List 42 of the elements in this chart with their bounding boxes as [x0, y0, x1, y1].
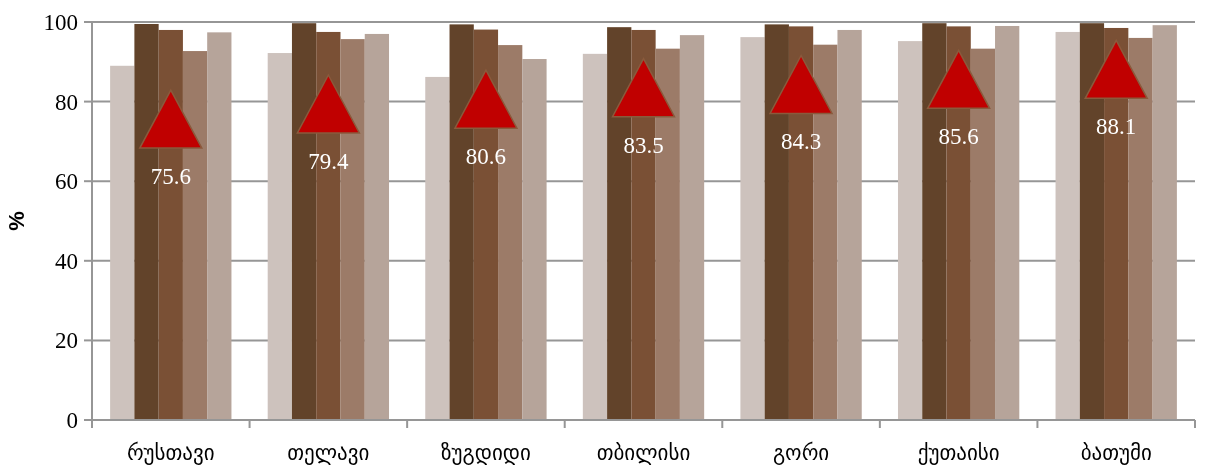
data-label: 80.6 [465, 144, 507, 170]
bar [679, 35, 705, 420]
data-label: 83.5 [623, 132, 664, 158]
x-tick-label: რუსთავი [126, 441, 215, 465]
data-label: 75.6 [150, 164, 191, 190]
x-tick-label: ქუთაისი [917, 441, 1000, 465]
bar [425, 76, 450, 420]
point [139, 89, 203, 149]
point [926, 49, 991, 110]
x-tick-label: გორი [772, 441, 830, 465]
point [1084, 39, 1148, 100]
bar [110, 65, 135, 420]
bar [995, 25, 1020, 420]
y-tick-label: 100 [43, 10, 78, 36]
bar [1055, 31, 1080, 420]
y-tick-label: 40 [55, 248, 78, 274]
bar [897, 41, 923, 420]
x-tick-label: თელავი [287, 441, 370, 465]
x-tick-label: ზუგდიდი [441, 441, 531, 465]
bar [1152, 25, 1177, 420]
y-tick-label: 60 [55, 169, 78, 195]
x-tick-label: ბათუმი [1080, 441, 1152, 465]
bar [364, 33, 390, 420]
data-label: 79.4 [308, 148, 349, 174]
data-label: 85.6 [938, 124, 979, 150]
bar [740, 37, 765, 420]
y-tick-label: 20 [55, 328, 78, 354]
bar [207, 32, 232, 420]
x-tick-label: თბილისი [596, 441, 691, 465]
bar [837, 29, 862, 420]
point [454, 69, 518, 129]
y-tick-label: 0 [66, 408, 78, 434]
bar [582, 53, 608, 420]
y-axis-title: % [4, 211, 29, 231]
bar [522, 59, 547, 420]
point [611, 57, 676, 118]
data-label: 84.3 [780, 129, 822, 155]
y-tick-label: 80 [55, 89, 78, 115]
point [296, 74, 361, 134]
data-label: 88.1 [1096, 114, 1137, 140]
bar [267, 53, 292, 420]
point [769, 54, 833, 115]
